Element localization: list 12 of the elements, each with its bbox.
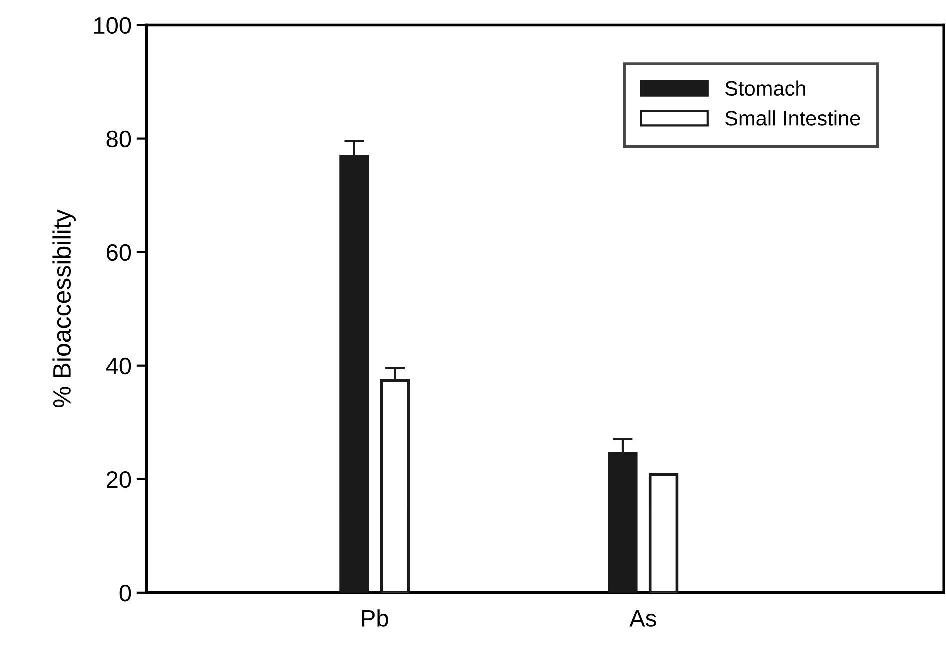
y-tick-label: 100 [94,17,132,34]
legend-label: Stomach [726,80,806,96]
y-axis-title: % Bioaccessibility [52,210,76,408]
y-tick-label: 60 [106,244,132,262]
legend-label: Small Intestine [726,110,860,126]
x-tick-label: As [630,610,656,627]
y-tick-label: 40 [106,358,132,375]
x-tick-label: Pb [362,610,388,627]
y-tick-label: 0 [120,584,132,602]
bar [648,473,679,593]
y-tick-label: 80 [106,130,132,148]
y-tick-label: 20 [106,471,132,488]
